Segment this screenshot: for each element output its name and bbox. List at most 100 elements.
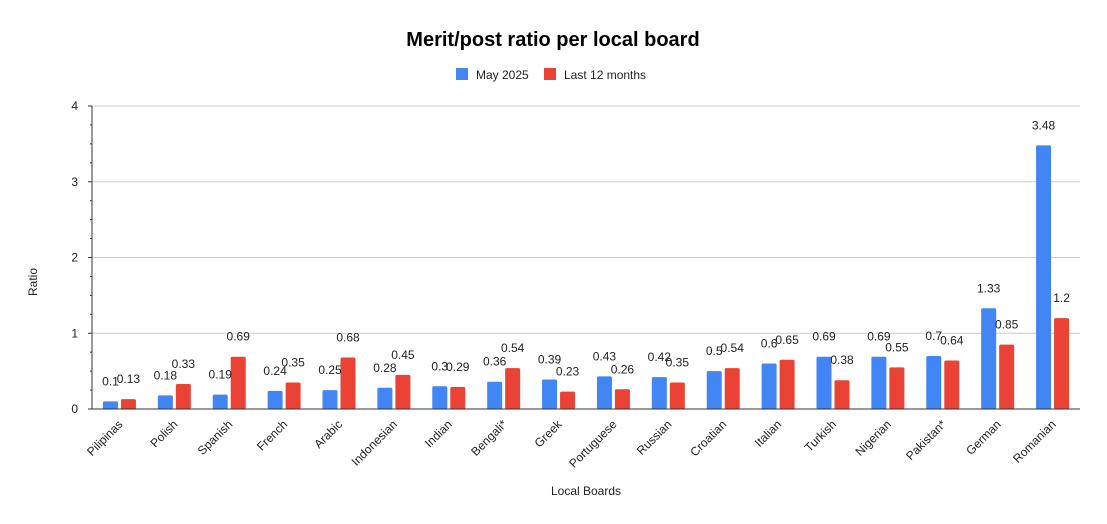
bar-last-12-months-turkish [834,380,850,409]
bar-last-12-months-romanian [1054,318,1070,409]
bar-may-2025-bengali [487,381,503,409]
x-tick-label: Italian [752,417,785,450]
bar-last-12-months-french [285,382,301,409]
bar-may-2025-pakistan [926,355,942,409]
data-label: 0.29 [446,360,470,374]
data-label: 0.69 [812,330,836,344]
data-label: 0.69 [867,330,891,344]
bar-may-2025-romanian [1036,145,1052,409]
bar-may-2025-french [267,390,283,409]
x-axis: Pilipinas Polish Spanish French Arabic Indone… [84,408,1080,471]
data-label: 0.24 [263,364,287,378]
x-tick-label: Indonesian [349,417,400,468]
x-tick-label: Indian [422,417,455,450]
data-label: 0.69 [227,330,251,344]
bar-last-12-months-pilipinas [120,399,136,409]
bar-may-2025-greek [542,379,558,409]
data-label: 0.36 [483,355,507,369]
data-label: 0.18 [154,368,178,382]
y-tick-label: 1 [71,326,78,340]
bar-may-2025-polish [157,395,173,409]
data-label: 0.35 [281,355,305,369]
legend-swatch-may-2025 [456,68,468,80]
bar-last-12-months-german [999,344,1015,409]
data-label: 0.7 [925,329,942,343]
bar-last-12-months-arabic [340,357,356,409]
legend: May 2025 Last 12 months [456,68,646,82]
data-label: 0.6 [761,337,778,351]
x-tick-label: Turkish [802,417,839,454]
bar-last-12-months-indian [450,387,466,409]
data-label: 0.3 [431,359,448,373]
x-tick-label: Portuguese [566,417,620,471]
data-labels: 0.10.13 0.180.330.190.690.240.350.250.680… [102,118,1070,388]
data-label: 0.64 [940,334,964,348]
data-label: 0.54 [501,341,525,355]
gridlines [92,105,1080,334]
bar-may-2025-turkish [816,356,832,409]
x-tick-label: Spanish [195,417,236,458]
bar-may-2025-portuguese [596,376,612,409]
data-label: 0.42 [648,350,672,364]
legend-label-may-2025: May 2025 [476,68,529,82]
x-tick-label: Pilipinas [84,417,126,459]
x-tick-label: Arabic [311,417,345,451]
bar-may-2025-italian [761,363,777,409]
data-label: 0.28 [373,361,397,375]
bar-last-12-months-croatian [724,368,740,409]
data-label: 0.55 [885,340,909,354]
data-label: 3.48 [1032,118,1056,132]
bar-last-12-months-italian [779,359,795,409]
data-label: 0.35 [666,355,690,369]
bar-last-12-months-greek [560,391,576,409]
legend-swatch-last-12-months [544,68,556,80]
bars [102,145,1070,409]
data-label: 0.65 [775,333,799,347]
data-label: 1.2 [1053,291,1070,305]
y-tick-label: 4 [71,99,78,113]
bar-last-12-months-bengali [505,368,521,409]
bar-may-2025-indian [432,386,448,409]
x-tick-label: Romanian [1010,417,1059,466]
x-tick-label: Greek [532,417,566,451]
data-label: 0.68 [336,330,360,344]
chart-title: Merit/post ratio per local board [406,29,699,51]
legend-label-last-12-months: Last 12 months [564,68,646,82]
y-tick-label: 3 [71,175,78,189]
bar-may-2025-german [981,308,997,409]
data-label: 0.19 [209,368,233,382]
data-label: 0.1 [102,374,119,388]
bar-may-2025-croatian [706,371,722,409]
x-tick-label: Bengali* [468,417,510,459]
data-label: 0.13 [117,372,141,386]
data-label: 0.26 [611,362,635,376]
data-label: 0.25 [318,363,342,377]
bar-last-12-months-pakistan [944,360,960,409]
x-tick-label: Croatian [687,417,729,459]
x-tick-label: Nigerian [853,417,895,459]
data-label: 0.38 [830,353,854,367]
data-label: 0.54 [721,341,745,355]
x-tick-label: Polish [147,417,180,450]
data-label: 0.33 [172,357,196,371]
bar-may-2025-nigerian [871,356,887,409]
bar-last-12-months-portuguese [614,389,630,409]
bar-last-12-months-russian [669,382,685,409]
bar-last-12-months-indonesian [395,374,411,409]
x-tick-label: Russian [634,417,675,458]
y-axis-title: Ratio [26,268,40,296]
data-label: 0.23 [556,365,580,379]
x-tick-label: French [254,417,290,453]
x-tick-label: German [963,417,1004,458]
data-label: 0.45 [391,348,415,362]
bar-may-2025-indonesian [377,387,393,409]
y-tick-label: 0 [71,402,78,416]
bar-last-12-months-nigerian [889,367,905,409]
data-label: 1.33 [977,281,1001,295]
data-label: 0.43 [593,349,617,363]
bar-may-2025-russian [651,377,667,409]
x-tick-label: Pakistan* [903,417,949,463]
bar-may-2025-spanish [212,394,228,409]
